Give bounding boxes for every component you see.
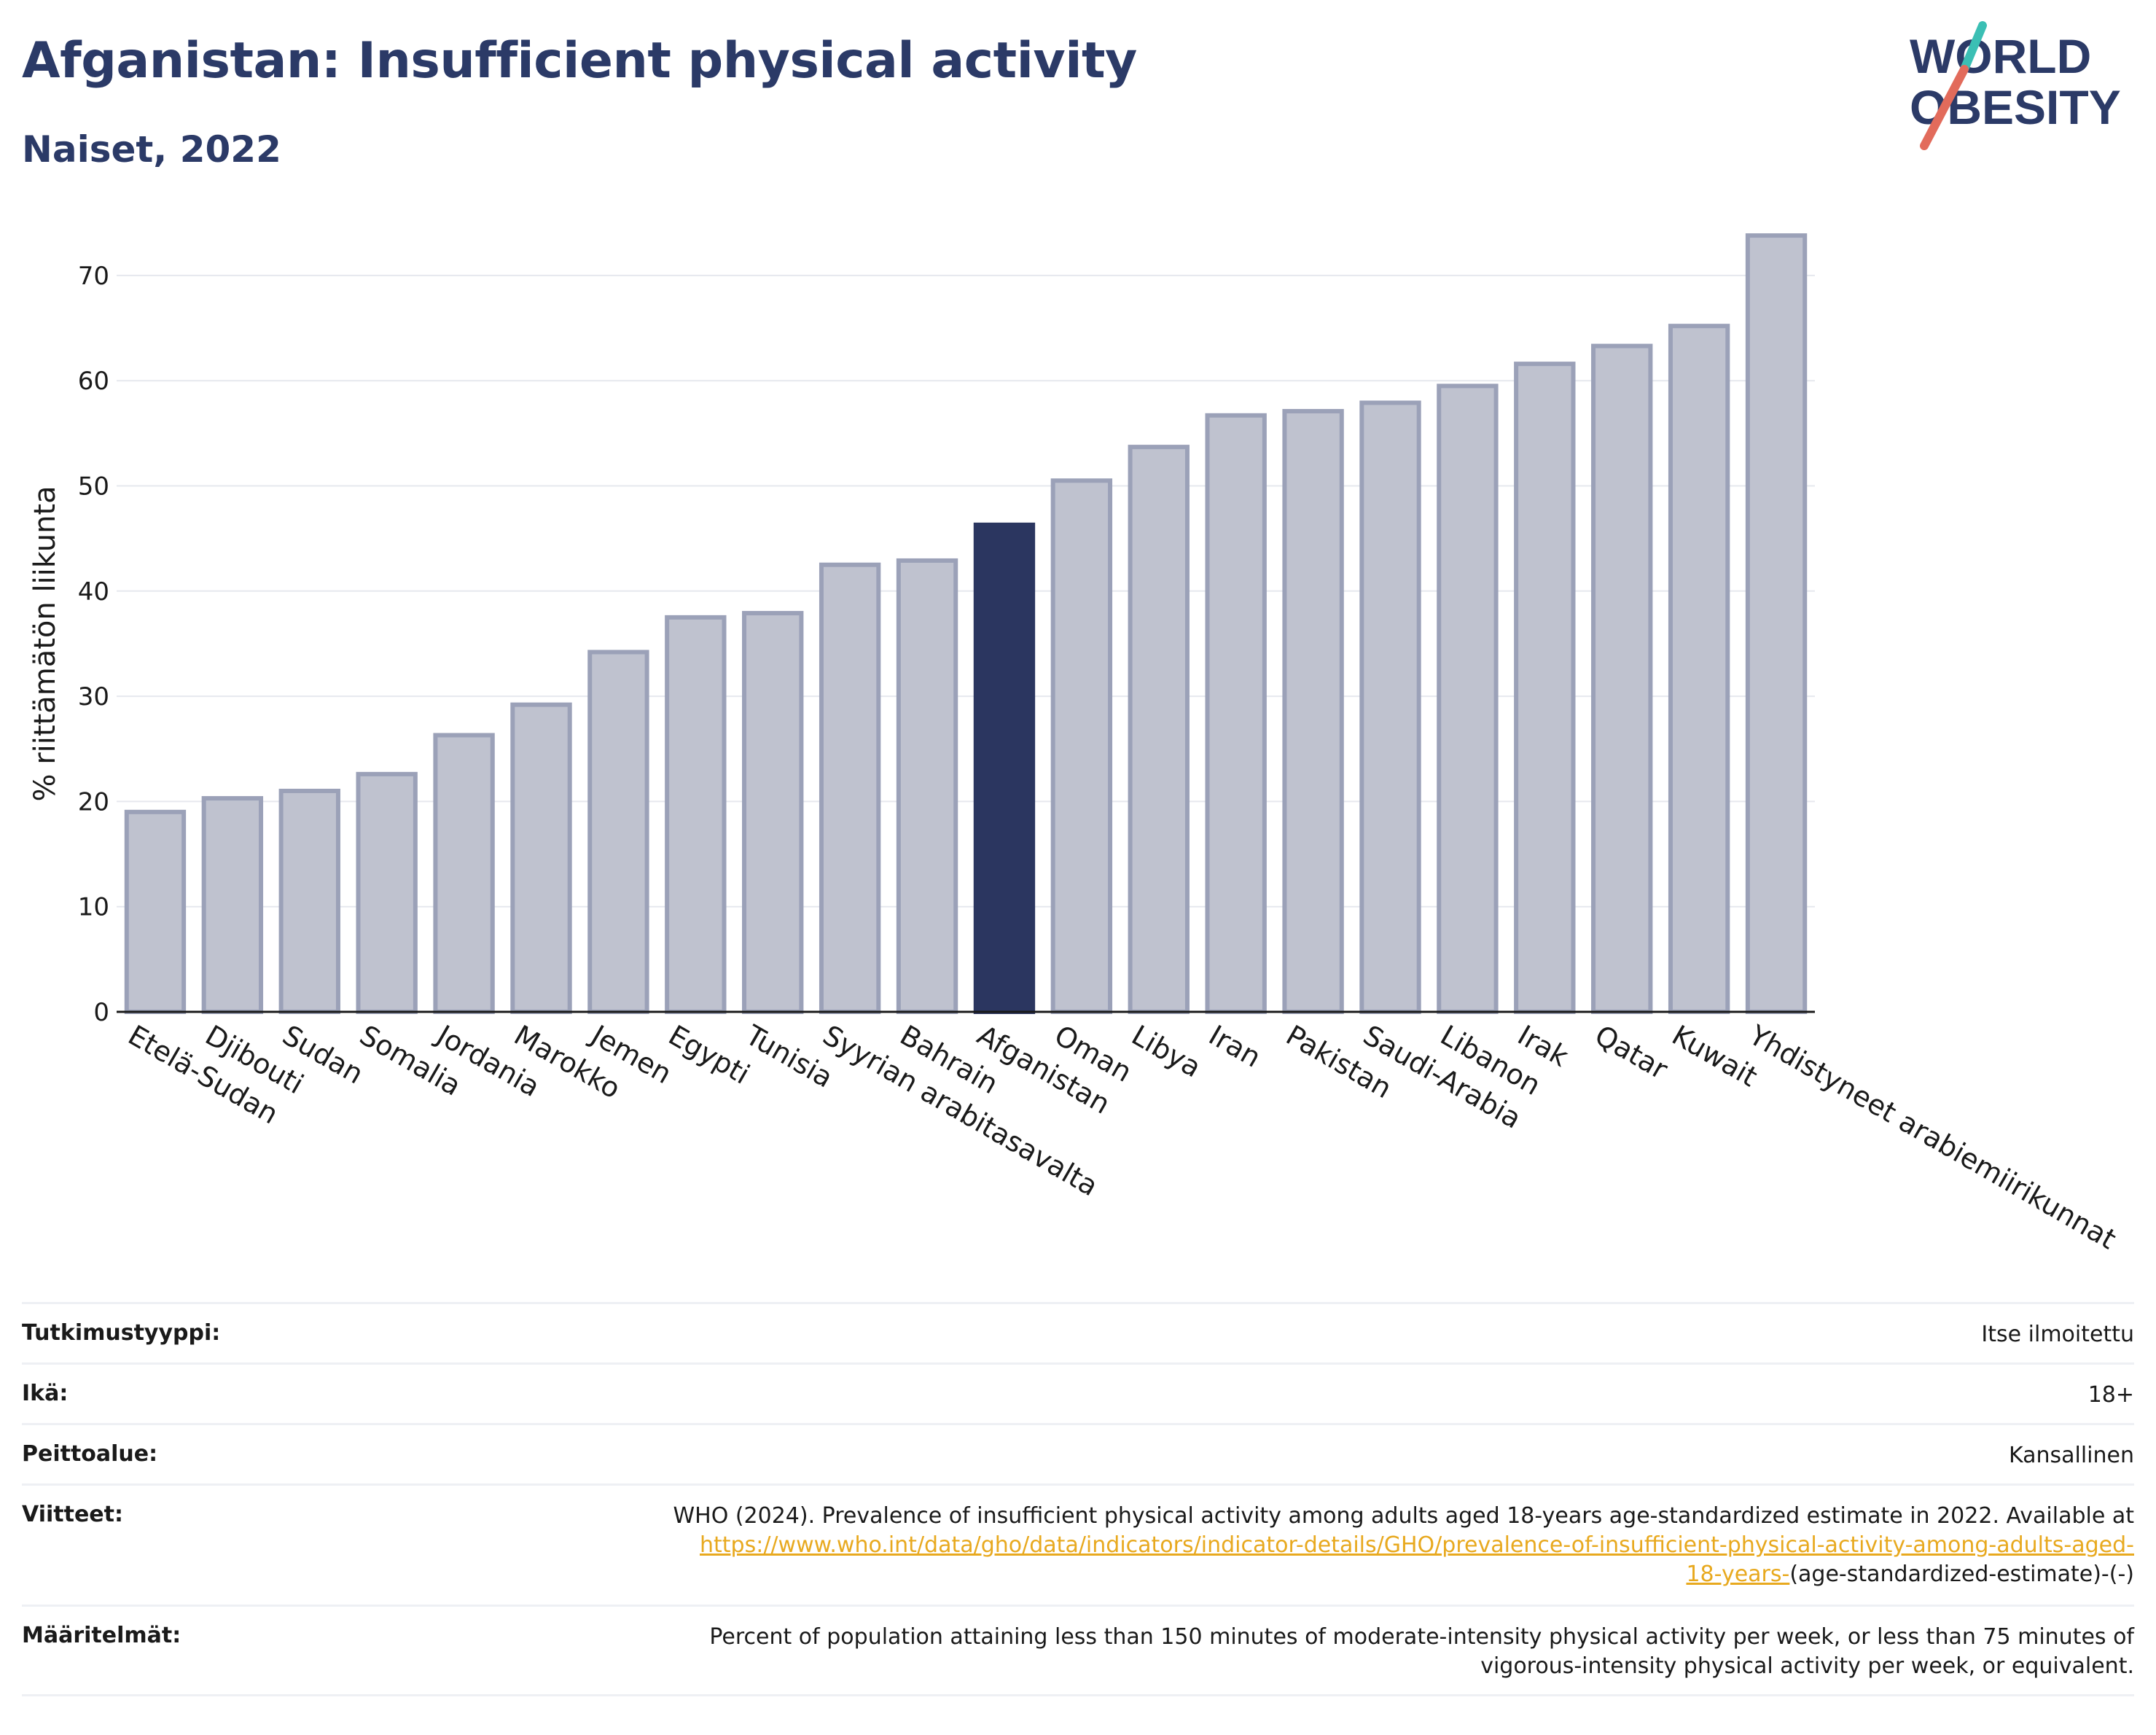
info-row-study-type: Tutkimustyyppi: Itse ilmoitettu — [22, 1302, 2134, 1362]
x-tick-label: Kuwait — [1667, 1019, 1763, 1093]
references-label: Viitteet: — [22, 1502, 123, 1527]
bar — [1745, 233, 1808, 1014]
x-tick-label: Egypti — [663, 1019, 755, 1091]
bars — [124, 233, 1808, 1015]
logo-line-1: WORLD — [1910, 29, 2091, 83]
bar — [1437, 383, 1499, 1014]
bar — [1359, 400, 1421, 1014]
y-axis-label: % riittämätön liikunta — [28, 486, 62, 801]
definitions-label: Määritelmät: — [22, 1623, 181, 1648]
references-link-part-2: 18-years- — [1686, 1562, 1790, 1587]
y-tick-label: 0 — [93, 998, 109, 1027]
definitions-line-2: vigorous-intensity physical activity per… — [1480, 1653, 2134, 1679]
world-obesity-logo: WORLD OBESITY — [1910, 21, 2121, 150]
bar — [1050, 478, 1113, 1014]
bar-chart: 0 10 20 30 40 50 60 70 Etelä-SudanDjiboutiSudan… — [28, 233, 2122, 1256]
age-value: 18+ — [2087, 1382, 2134, 1408]
bar — [1668, 324, 1730, 1014]
references-text: WHO (2024). Prevalence of insufficient p… — [673, 1503, 2134, 1529]
study-type-value: Itse ilmoitettu — [1981, 1322, 2134, 1347]
chart-subtitle: Naiset, 2022 — [22, 128, 281, 171]
bar — [356, 771, 418, 1014]
x-tick-label: Iran — [1203, 1019, 1266, 1074]
references-link[interactable]: https://www.who.int/data/gho/data/indica… — [700, 1532, 2134, 1587]
bar — [510, 702, 572, 1014]
y-tick-label: 50 — [78, 472, 109, 502]
info-table: Tutkimustyyppi: Itse ilmoitettu Ikä: 18+… — [22, 1302, 2134, 1696]
age-label: Ikä: — [22, 1381, 69, 1406]
references-suffix: (age-standardized-estimate)-(-) — [1789, 1562, 2134, 1587]
bar — [433, 733, 495, 1015]
bar — [896, 558, 958, 1014]
x-tick-label: Libya — [1126, 1019, 1206, 1084]
bar — [201, 796, 264, 1015]
bar — [665, 615, 727, 1014]
bar — [124, 809, 187, 1014]
references-link-part-1: https://www.who.int/data/gho/data/indica… — [700, 1532, 2134, 1558]
bar — [587, 650, 649, 1015]
bar-highlighted — [973, 522, 1036, 1014]
study-type-label: Tutkimustyyppi: — [22, 1320, 221, 1346]
coverage-label: Peittoalue: — [22, 1441, 158, 1467]
definitions-value: Percent of population attaining less tha… — [709, 1623, 2134, 1681]
chart-title: Afganistan: Insufficient physical activi… — [22, 32, 1137, 90]
bar — [1282, 409, 1344, 1014]
x-tick-label: Yhdistyneet arabiemiirikunnat — [1743, 1018, 2122, 1255]
y-tick-label: 40 — [78, 577, 109, 607]
references-value: WHO (2024). Prevalence of insufficient p… — [673, 1502, 2134, 1589]
coverage-value: Kansallinen — [2008, 1443, 2134, 1468]
definitions-line-1: Percent of population attaining less tha… — [709, 1624, 2134, 1650]
x-axis-labels: Etelä-SudanDjiboutiSudanSomaliaJordaniaM… — [122, 1018, 2121, 1256]
slash-logo-icon — [1920, 21, 1987, 150]
info-row-references: Viitteet: WHO (2024). Prevalence of insu… — [22, 1483, 2134, 1605]
info-row-age: Ikä: 18+ — [22, 1362, 2134, 1423]
y-tick-label: 70 — [78, 262, 109, 291]
y-tick-label: 20 — [78, 787, 109, 816]
bar — [1591, 343, 1653, 1014]
y-tick-label: 10 — [78, 893, 109, 922]
y-axis-ticks: 0 10 20 30 40 50 60 70 — [78, 262, 109, 1027]
bar — [278, 788, 340, 1014]
x-tick-label: Tunisia — [740, 1018, 838, 1094]
bar — [1128, 445, 1190, 1014]
y-tick-label: 30 — [78, 682, 109, 711]
y-tick-label: 60 — [78, 367, 109, 396]
info-row-definitions: Määritelmät: Percent of population attai… — [22, 1605, 2134, 1696]
bar — [742, 611, 804, 1014]
bar — [819, 562, 881, 1014]
bar — [1514, 362, 1576, 1014]
x-tick-label: Qatar — [1590, 1019, 1673, 1086]
bar — [1205, 413, 1267, 1014]
info-row-coverage: Peittoalue: Kansallinen — [22, 1423, 2134, 1483]
